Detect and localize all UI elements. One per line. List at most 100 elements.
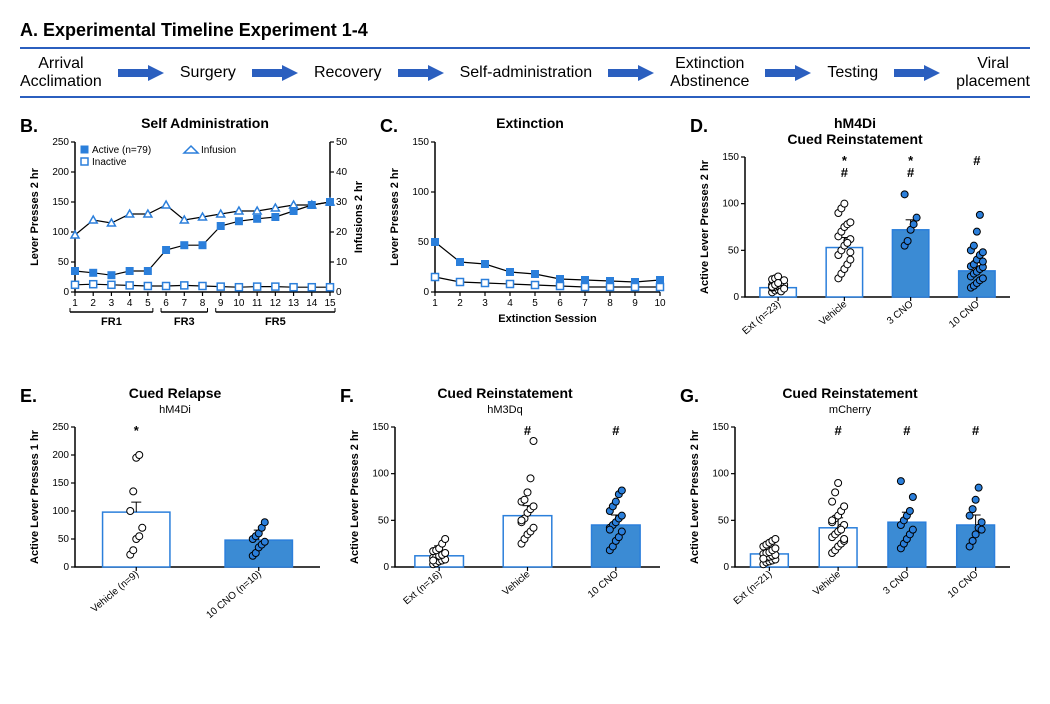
panel-a-heading: Experimental Timeline Experiment 1-4 bbox=[43, 20, 368, 40]
panel-d-label: D. bbox=[690, 116, 708, 137]
timeline-step: Arrival Acclimation bbox=[20, 55, 102, 90]
svg-text:0: 0 bbox=[336, 287, 342, 298]
svg-text:12: 12 bbox=[270, 298, 282, 309]
row-efg: E. Cued Relapse hM4Di 0 50 100 150 200 250 Act… bbox=[20, 386, 1030, 652]
svg-text:11: 11 bbox=[252, 298, 263, 309]
timeline: Arrival AcclimationSurgeryRecoverySelf-a… bbox=[20, 47, 1030, 98]
svg-text:3: 3 bbox=[482, 298, 488, 309]
timeline-step: Self-administration bbox=[460, 64, 593, 82]
svg-text:100: 100 bbox=[712, 468, 729, 479]
svg-text:Ext (n=16): Ext (n=16) bbox=[401, 569, 444, 607]
svg-text:50: 50 bbox=[378, 515, 390, 526]
svg-text:7: 7 bbox=[582, 298, 588, 309]
chart-mcherry-reinstatement: 050100150Active Lever Presses 2 hrExt (n… bbox=[680, 417, 1020, 647]
svg-text:5: 5 bbox=[145, 298, 151, 309]
svg-text:6: 6 bbox=[557, 298, 563, 309]
panel-b-title: Self Administration bbox=[40, 116, 370, 131]
svg-text:Extinction Session: Extinction Session bbox=[498, 313, 597, 325]
arrow-icon bbox=[606, 64, 656, 82]
svg-text:3 CNO: 3 CNO bbox=[885, 299, 916, 327]
svg-text:150: 150 bbox=[722, 152, 739, 163]
svg-text:Active Lever Presses 2 hr: Active Lever Presses 2 hr bbox=[689, 429, 701, 564]
panel-f-title-main: Cued Reinstatement bbox=[437, 385, 572, 401]
panel-g-label: G. bbox=[680, 386, 699, 407]
svg-text:#: # bbox=[524, 423, 532, 438]
svg-text:150: 150 bbox=[52, 197, 69, 208]
arrow-icon bbox=[892, 64, 942, 82]
panel-e-label: E. bbox=[20, 386, 37, 407]
arrow-icon bbox=[250, 64, 300, 82]
svg-text:#: # bbox=[972, 423, 980, 438]
svg-text:100: 100 bbox=[412, 187, 429, 198]
svg-text:*: * bbox=[134, 423, 140, 438]
svg-text:FR5: FR5 bbox=[265, 316, 286, 328]
svg-text:250: 250 bbox=[52, 422, 69, 433]
timeline-step: Extinction Abstinence bbox=[670, 55, 749, 90]
svg-text:#: # bbox=[907, 165, 915, 180]
svg-text:13: 13 bbox=[288, 298, 300, 309]
svg-text:0: 0 bbox=[723, 562, 729, 573]
svg-text:50: 50 bbox=[418, 237, 430, 248]
svg-text:#: # bbox=[612, 423, 620, 438]
svg-text:3 CNO: 3 CNO bbox=[881, 568, 912, 596]
svg-text:#: # bbox=[835, 423, 843, 438]
timeline-step: Recovery bbox=[314, 64, 382, 82]
svg-text:FR1: FR1 bbox=[101, 316, 122, 328]
svg-text:50: 50 bbox=[336, 137, 348, 148]
panel-f-subtitle: hM3Dq bbox=[487, 404, 522, 416]
panel-g-subtitle: mCherry bbox=[829, 404, 871, 416]
svg-text:#: # bbox=[903, 423, 911, 438]
svg-text:10: 10 bbox=[336, 257, 348, 268]
svg-text:Active (n=79): Active (n=79) bbox=[92, 145, 151, 156]
svg-text:10 CNO: 10 CNO bbox=[586, 568, 621, 600]
svg-text:250: 250 bbox=[52, 137, 69, 148]
svg-text:15: 15 bbox=[324, 298, 336, 309]
svg-text:10: 10 bbox=[654, 298, 666, 309]
svg-text:1: 1 bbox=[432, 298, 438, 309]
svg-text:50: 50 bbox=[58, 534, 70, 545]
svg-text:150: 150 bbox=[712, 422, 729, 433]
svg-text:100: 100 bbox=[52, 227, 69, 238]
panel-f-label: F. bbox=[340, 386, 354, 407]
svg-text:7: 7 bbox=[182, 298, 188, 309]
chart-hm3dq-reinstatement: 050100150Active Lever Presses 2 hrExt (n… bbox=[340, 417, 670, 647]
arrow-icon bbox=[763, 64, 813, 82]
panel-a: A. Experimental Timeline Experiment 1-4 … bbox=[20, 20, 1030, 98]
panel-c: C. Extinction 05010015012345678910Lever … bbox=[380, 116, 680, 372]
svg-text:5: 5 bbox=[532, 298, 538, 309]
panel-c-title: Extinction bbox=[380, 116, 680, 131]
panel-e-title: Cued Relapse hM4Di bbox=[20, 386, 330, 417]
svg-text:Infusions 2 hr: Infusions 2 hr bbox=[353, 180, 365, 253]
svg-text:150: 150 bbox=[52, 478, 69, 489]
svg-text:Vehicle: Vehicle bbox=[501, 568, 533, 597]
svg-text:2: 2 bbox=[90, 298, 96, 309]
svg-text:Vehicle: Vehicle bbox=[811, 568, 843, 597]
svg-text:Vehicle (n=9): Vehicle (n=9) bbox=[89, 569, 141, 615]
svg-text:100: 100 bbox=[372, 468, 389, 479]
svg-text:0: 0 bbox=[63, 562, 69, 573]
panel-d-title: hM4DiCued Reinstatement bbox=[690, 116, 1020, 147]
panel-g-title: Cued Reinstatement mCherry bbox=[680, 386, 1020, 417]
svg-text:30: 30 bbox=[336, 197, 348, 208]
panel-e-subtitle: hM4Di bbox=[159, 404, 191, 416]
svg-text:200: 200 bbox=[52, 450, 69, 461]
svg-text:8: 8 bbox=[200, 298, 206, 309]
timeline-step: Viral placement bbox=[956, 55, 1030, 90]
svg-text:Active Lever Presses 2 hr: Active Lever Presses 2 hr bbox=[349, 429, 361, 564]
panel-a-label: A. bbox=[20, 20, 38, 40]
svg-text:200: 200 bbox=[52, 167, 69, 178]
svg-text:10: 10 bbox=[233, 298, 245, 309]
arrow-icon bbox=[396, 64, 446, 82]
svg-text:40: 40 bbox=[336, 167, 348, 178]
panel-c-label: C. bbox=[380, 116, 398, 137]
svg-text:2: 2 bbox=[457, 298, 463, 309]
chart-cued-relapse: 050100150200250Active Lever Presses 1 hr… bbox=[20, 417, 330, 647]
svg-text:0: 0 bbox=[383, 562, 389, 573]
svg-text:100: 100 bbox=[52, 506, 69, 517]
svg-text:Active Lever Presses 2 hr: Active Lever Presses 2 hr bbox=[699, 159, 711, 294]
panel-f-title: Cued Reinstatement hM3Dq bbox=[340, 386, 670, 417]
panel-e-title-main: Cued Relapse bbox=[129, 385, 222, 401]
svg-text:6: 6 bbox=[163, 298, 169, 309]
svg-text:50: 50 bbox=[728, 245, 740, 256]
panel-g-title-main: Cued Reinstatement bbox=[782, 385, 917, 401]
